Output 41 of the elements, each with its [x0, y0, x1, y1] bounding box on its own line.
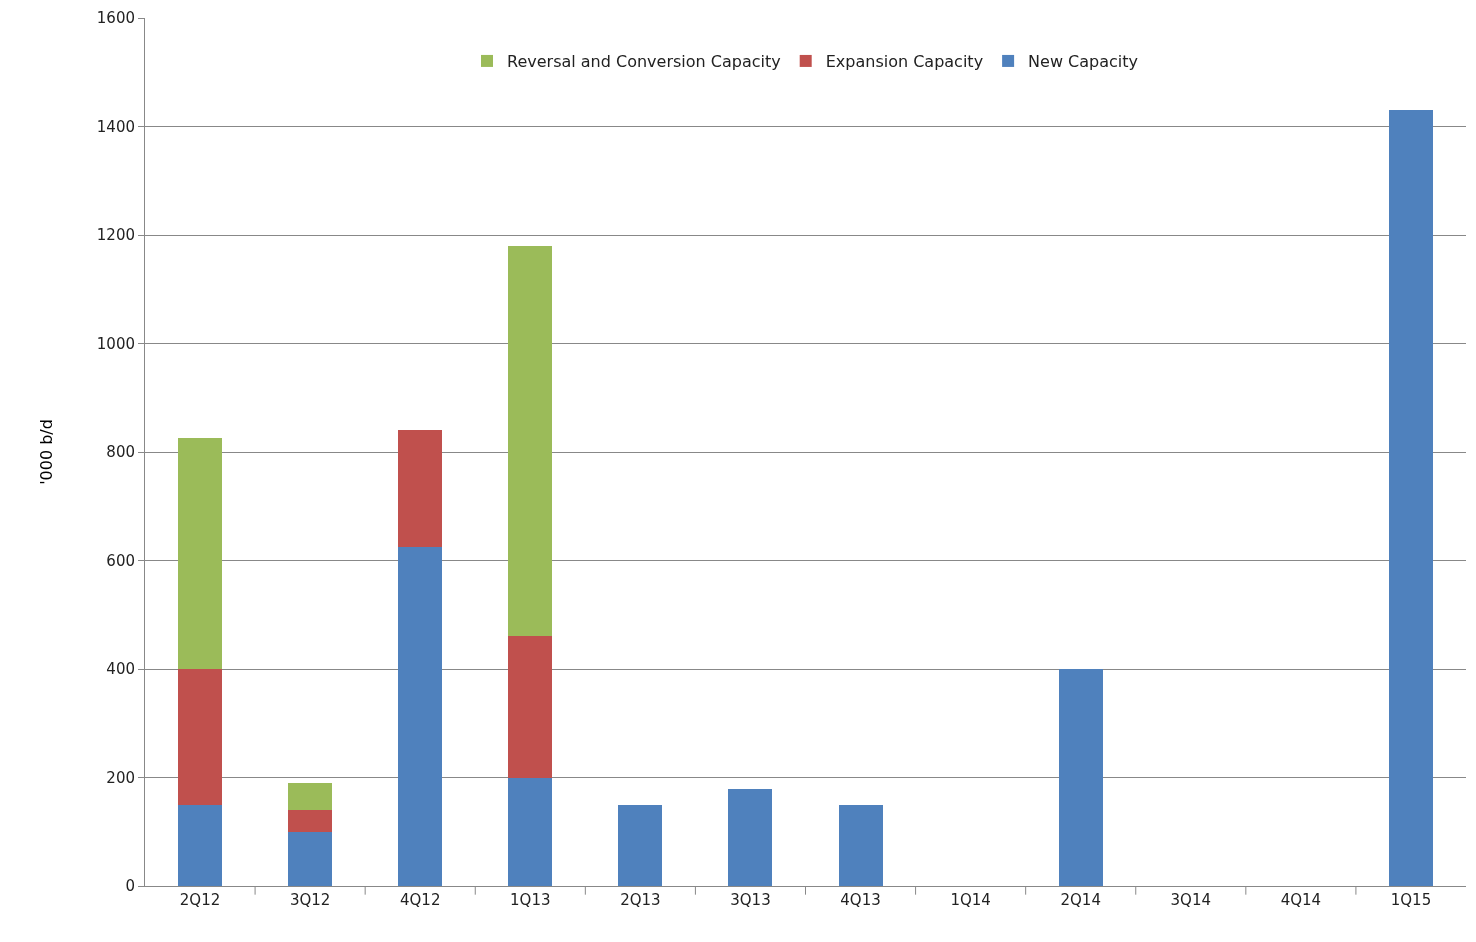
bar — [618, 804, 663, 886]
bar — [1388, 110, 1433, 886]
bar — [288, 782, 333, 811]
x-tick-label: 4Q14 — [1280, 891, 1322, 909]
bar — [288, 831, 333, 886]
bar — [838, 804, 883, 886]
x-tick-label: 3Q12 — [289, 891, 331, 909]
legend-label: Expansion Capacity — [825, 52, 984, 72]
x-tick-label: 1Q13 — [510, 891, 551, 909]
y-tick-label: 1200 — [96, 226, 135, 245]
y-tick-label: 200 — [106, 768, 135, 787]
bar — [1058, 669, 1103, 886]
x-tick-label: 2Q13 — [620, 891, 661, 909]
y-tick-label: 1400 — [96, 117, 135, 136]
x-tick-label: 3Q14 — [1170, 891, 1212, 909]
bar — [178, 804, 223, 886]
x-tick-label: 1Q14 — [950, 891, 991, 909]
x-tick-label: 2Q12 — [179, 891, 221, 909]
x-tick-label: 3Q13 — [730, 891, 771, 909]
bar — [508, 245, 553, 637]
y-tick-label: 400 — [106, 660, 135, 679]
bar — [398, 546, 443, 886]
legend-label: New Capacity — [1028, 52, 1139, 72]
y-tick-label: 600 — [106, 551, 135, 570]
bar — [288, 810, 333, 832]
bar — [728, 789, 773, 886]
bar — [398, 430, 443, 547]
x-tick-label: 1Q15 — [1390, 891, 1432, 909]
bar — [508, 777, 553, 886]
y-tick-label: 800 — [106, 443, 135, 462]
legend-label: Reversal and Conversion Capacity — [507, 52, 781, 72]
bar — [178, 438, 223, 669]
x-tick-label: 4Q13 — [840, 891, 881, 909]
y-tick-label: 1600 — [96, 9, 135, 28]
y-tick-label: 0 — [125, 877, 135, 896]
bar — [508, 636, 553, 778]
y-axis-title: '000 b/d — [36, 419, 56, 485]
x-tick-label: 2Q14 — [1060, 891, 1101, 909]
bar — [178, 669, 223, 805]
x-tick-label: 4Q12 — [399, 891, 441, 909]
y-tick-label: 1000 — [96, 334, 135, 353]
